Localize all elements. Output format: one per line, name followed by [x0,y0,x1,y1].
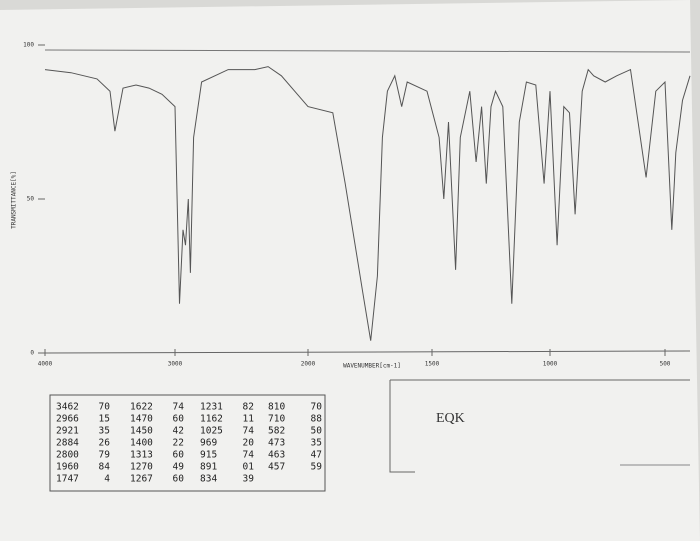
peak-transmittance: 47 [311,450,322,461]
peak-transmittance: 82 [243,402,254,413]
top-frame [44,49,691,53]
y-axis-label: TRANSMITTANCE[%] [11,171,18,229]
peak-wavenumber: 2966 [56,414,79,425]
peak-transmittance: 4 [104,474,110,485]
x-tick-label: 500 [660,361,671,368]
y-tick-label: 50 [27,196,35,203]
peak-wavenumber: 463 [268,450,285,461]
peak-wavenumber: 810 [268,402,285,413]
peak-wavenumber: 473 [268,438,285,449]
peak-transmittance: 11 [243,414,255,425]
peak-wavenumber: 457 [268,462,285,473]
peak-transmittance: 35 [99,426,110,437]
peak-transmittance: 22 [173,438,184,449]
peak-table-box [49,394,326,492]
spectrum-line [44,66,691,341]
peak-wavenumber: 1450 [130,426,153,437]
peak-wavenumber: 891 [200,462,217,473]
peak-wavenumber: 1025 [200,426,223,437]
peak-transmittance: 42 [173,426,184,437]
peak-wavenumber: 3462 [56,402,79,413]
peak-transmittance: 20 [243,438,255,449]
peak-transmittance: 88 [311,414,323,425]
peak-transmittance: 74 [243,450,255,461]
peak-wavenumber: 2921 [56,426,79,437]
peak-transmittance: 60 [173,414,185,425]
peak-wavenumber: 582 [268,426,285,437]
peak-transmittance: 59 [311,462,323,473]
peak-wavenumber: 1231 [200,402,223,413]
peak-wavenumber: 969 [200,438,217,449]
x-tick-label: 1000 [543,361,558,368]
peak-transmittance: 39 [243,474,255,485]
peak-transmittance: 74 [243,426,255,437]
peak-transmittance: 70 [311,402,323,413]
x-axis [44,350,691,354]
peak-wavenumber: 834 [200,474,217,485]
peak-wavenumber: 1960 [56,462,79,473]
peak-wavenumber: 1622 [130,402,153,413]
peak-wavenumber: 1400 [130,438,153,449]
x-tick-label: 1500 [425,361,440,368]
peak-wavenumber: 710 [268,414,285,425]
peak-wavenumber: 1267 [130,474,153,485]
x-axis-label: WAVENUMBER[cm-1] [343,363,401,370]
peak-transmittance: 35 [311,438,322,449]
peak-transmittance: 60 [173,474,185,485]
x-tick-label: 3000 [168,361,183,368]
peak-transmittance: 49 [173,462,185,473]
y-tick-label: 100 [23,42,34,49]
peak-transmittance: 60 [173,450,185,461]
peak-transmittance: 70 [99,402,111,413]
x-tick-label: 2000 [301,361,316,368]
peak-wavenumber: 2800 [56,450,79,461]
y-tick-label: 0 [30,350,34,357]
peak-wavenumber: 915 [200,450,217,461]
x-tick-label: 4000 [38,361,53,368]
peak-wavenumber: 1470 [130,414,153,425]
peak-transmittance: 84 [99,462,111,473]
peak-transmittance: 15 [99,414,110,425]
peak-wavenumber: 2884 [56,438,79,449]
peak-transmittance: 50 [311,426,323,437]
peak-transmittance: 74 [173,402,185,413]
peak-wavenumber: 1313 [130,450,153,461]
peak-transmittance: 26 [99,438,111,449]
peak-wavenumber: 1162 [200,414,223,425]
peak-transmittance: 01 [243,462,255,473]
peak-transmittance: 79 [99,450,111,461]
peak-wavenumber: 1270 [130,462,153,473]
label-box [389,379,690,473]
sample-label: EQK [436,411,465,426]
peak-wavenumber: 1747 [56,474,79,485]
